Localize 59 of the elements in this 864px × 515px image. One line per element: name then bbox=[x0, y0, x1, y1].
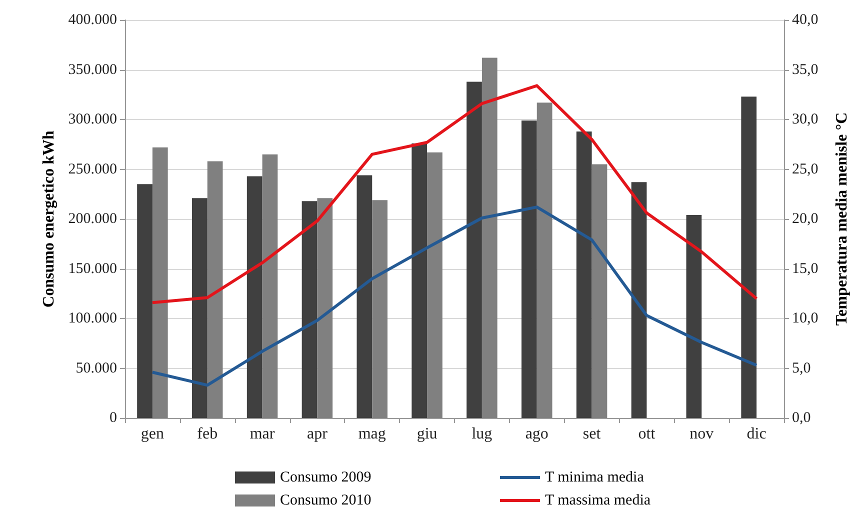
y-tick-label: 400.000 bbox=[68, 12, 117, 28]
bar bbox=[192, 198, 208, 418]
x-tick-label: feb bbox=[197, 426, 218, 442]
bar bbox=[741, 96, 757, 418]
legend-label: Consumo 2010 bbox=[280, 492, 372, 508]
y2-tick-label: 25,0 bbox=[792, 161, 818, 178]
legend-label: T minima media bbox=[545, 470, 644, 486]
y2-tick-label: 15,0 bbox=[792, 260, 818, 277]
x-tick-label: gen bbox=[140, 426, 164, 442]
bar bbox=[152, 147, 168, 418]
bar bbox=[686, 215, 702, 418]
bar bbox=[412, 143, 428, 418]
y2-tick-label: 0,0 bbox=[792, 410, 811, 426]
bar bbox=[466, 82, 482, 418]
x-tick-label: lug bbox=[472, 426, 492, 442]
bar bbox=[372, 200, 388, 418]
y2-tick-label: 20,0 bbox=[792, 211, 818, 227]
x-tick-label: ago bbox=[525, 426, 548, 442]
y2-tick-label: 30,0 bbox=[792, 112, 818, 128]
y-tick-label: 200.000 bbox=[68, 211, 117, 227]
bar bbox=[536, 102, 552, 418]
bar bbox=[522, 120, 537, 418]
bar bbox=[207, 161, 223, 418]
x-tick-label: mag bbox=[358, 426, 386, 442]
x-tick-label: apr bbox=[306, 426, 328, 442]
bar bbox=[262, 154, 278, 418]
bar bbox=[631, 182, 647, 418]
y2-axis-title: Temperatura media menisle °C bbox=[834, 112, 850, 326]
bar bbox=[356, 175, 372, 418]
y-tick-label: 50.000 bbox=[76, 360, 117, 376]
y-tick-label: 300.000 bbox=[68, 112, 117, 128]
line-series bbox=[150, 206, 758, 387]
line-series bbox=[150, 84, 758, 304]
y-tick-label: 250.000 bbox=[68, 161, 117, 178]
y2-tick-label: 10,0 bbox=[792, 310, 818, 326]
bar bbox=[317, 198, 333, 418]
y-tick-label: 0 bbox=[110, 410, 117, 426]
x-tick-label: ott bbox=[638, 426, 656, 442]
y2-tick-label: 40,0 bbox=[792, 12, 818, 28]
bar bbox=[427, 152, 442, 418]
legend-label: Consumo 2009 bbox=[280, 470, 372, 486]
y2-tick-label: 5,0 bbox=[792, 360, 811, 376]
bar bbox=[137, 184, 152, 418]
x-tick-label: mar bbox=[250, 426, 276, 442]
bar bbox=[592, 164, 608, 418]
x-tick-label: giu bbox=[416, 426, 438, 442]
y-tick-label: 150.000 bbox=[68, 260, 117, 277]
x-tick-label: set bbox=[582, 426, 602, 442]
y2-tick-label: 35,0 bbox=[792, 62, 818, 78]
x-tick-label: dic bbox=[746, 426, 766, 442]
x-tick-label: nov bbox=[690, 426, 714, 442]
y-tick-label: 350.000 bbox=[68, 62, 117, 78]
y-axis-title: Consumo energetico kWh bbox=[40, 130, 58, 308]
legend-label: T massima media bbox=[545, 492, 651, 508]
bar bbox=[576, 131, 592, 418]
y-tick-label: 100.000 bbox=[68, 310, 117, 326]
bar bbox=[482, 58, 498, 418]
bar bbox=[302, 201, 318, 418]
bar bbox=[246, 176, 262, 418]
